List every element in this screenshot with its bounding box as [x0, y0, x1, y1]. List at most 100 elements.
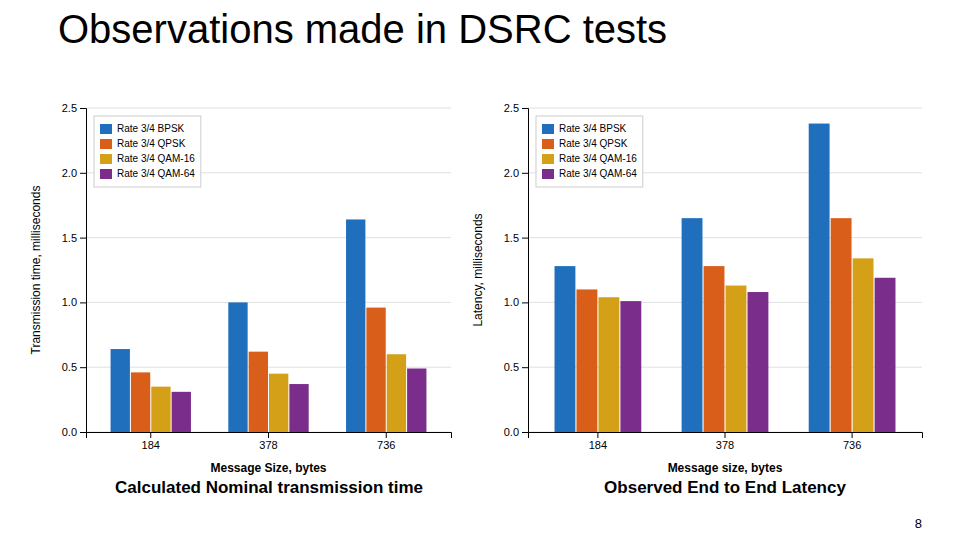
tick-mark — [80, 173, 86, 174]
bar — [346, 219, 365, 432]
bar — [875, 278, 896, 432]
bar — [131, 372, 150, 432]
tick-mark — [386, 432, 387, 438]
axis-line — [529, 433, 923, 439]
legend-label: Rate 3/4 QAM-16 — [117, 153, 195, 164]
tick-mark — [852, 432, 853, 438]
tick-label: 184 — [589, 439, 607, 451]
grid — [528, 108, 922, 432]
tick-label: 1.0 — [504, 296, 519, 308]
page-title: Observations made in DSRC tests — [58, 7, 667, 51]
tick-label: 1.0 — [62, 296, 77, 308]
grid-line — [86, 108, 451, 109]
tick-label: 2.0 — [62, 167, 77, 179]
tick-mark — [80, 238, 86, 239]
tick-mark — [725, 432, 726, 438]
tick-label: 736 — [843, 439, 861, 451]
legend-item: Rate 3/4 BPSK — [542, 123, 627, 134]
tick-mark — [522, 367, 528, 368]
legend-swatch — [100, 124, 112, 134]
legend-label: Rate 3/4 QPSK — [559, 138, 628, 149]
bar — [726, 286, 747, 432]
tick-label: 378 — [259, 439, 277, 451]
bars — [111, 219, 427, 432]
legend-item: Rate 3/4 QPSK — [100, 138, 186, 149]
legend-label: Rate 3/4 QAM-64 — [559, 168, 637, 179]
bar — [748, 292, 769, 432]
y-tick: 0.0 — [62, 426, 86, 438]
legend-item: Rate 3/4 QPSK — [542, 138, 628, 149]
bar — [249, 352, 268, 432]
bar — [555, 266, 576, 432]
chart-page: Observations made in DSRC tests80.00.51.… — [0, 0, 960, 540]
tick-mark — [80, 108, 86, 109]
bar — [853, 258, 874, 432]
legend-label: Rate 3/4 BPSK — [117, 123, 185, 134]
bar — [387, 354, 406, 432]
grid-line — [86, 237, 451, 238]
legend-item: Rate 3/4 QAM-64 — [100, 168, 195, 179]
y-axis: 0.0 0.5 1.0 1.5 2.0 2.5 — [62, 102, 87, 438]
bar — [831, 218, 852, 432]
tick-label: 736 — [377, 439, 395, 451]
bar — [366, 308, 385, 432]
legend-swatch — [542, 124, 554, 134]
tick-mark — [522, 173, 528, 174]
y-tick: 1.0 — [62, 296, 86, 308]
x-tick: 736 — [377, 432, 395, 451]
tick-mark — [522, 238, 528, 239]
legend-swatch — [100, 154, 112, 164]
tick-label: 0.5 — [62, 361, 77, 373]
axis-line — [80, 109, 87, 433]
y-tick: 1.0 — [504, 296, 528, 308]
y-tick: 0.5 — [62, 361, 86, 373]
tick-mark — [522, 302, 528, 303]
bars — [555, 124, 896, 432]
grid-line — [528, 237, 922, 238]
x-axis-label: Message Size, bytes — [210, 461, 326, 475]
chart-title: Observed End to End Latency — [604, 478, 846, 497]
tick-label: 2.0 — [504, 167, 519, 179]
x-tick: 736 — [843, 432, 861, 451]
bar — [576, 289, 597, 432]
tick-label: 2.5 — [62, 102, 77, 114]
y-tick: 2.0 — [62, 167, 86, 179]
bar — [151, 387, 170, 432]
legend-item: Rate 3/4 QAM-16 — [542, 153, 637, 164]
bar — [269, 374, 288, 432]
axis-line — [87, 433, 452, 439]
chart: 0.00.51.01.52.02.5184378736Latency, mill… — [471, 102, 923, 475]
legend-swatch — [100, 169, 112, 179]
bar — [228, 302, 247, 432]
tick-mark — [80, 367, 86, 368]
tick-mark — [268, 432, 269, 438]
tick-label: 378 — [716, 439, 734, 451]
tick-mark — [522, 108, 528, 109]
x-tick: 378 — [259, 432, 277, 451]
tick-label: 2.5 — [504, 102, 519, 114]
tick-mark — [150, 432, 151, 438]
tick-label: 0.0 — [62, 426, 77, 438]
legend-label: Rate 3/4 QPSK — [117, 138, 186, 149]
bar — [598, 297, 619, 432]
y-tick: 0.5 — [504, 361, 528, 373]
y-tick: 2.5 — [504, 102, 528, 114]
bar — [682, 218, 703, 432]
legend: Rate 3/4 BPSK Rate 3/4 QPSK Rate 3/4 QAM-1… — [536, 116, 643, 187]
tick-label: 1.5 — [62, 232, 77, 244]
legend-label: Rate 3/4 QAM-64 — [117, 168, 195, 179]
legend-swatch — [100, 139, 112, 149]
tick-label: 1.5 — [504, 232, 519, 244]
legend-swatch — [542, 154, 554, 164]
tick-mark — [80, 302, 86, 303]
grid-line — [528, 108, 922, 109]
tick-label: 0.5 — [504, 361, 519, 373]
legend-swatch — [542, 139, 554, 149]
y-axis-label: Transmission time, milliseconds — [29, 186, 43, 355]
y-tick: 2.5 — [62, 102, 86, 114]
legend-item: Rate 3/4 BPSK — [100, 123, 185, 134]
x-tick: 184 — [589, 432, 607, 451]
legend: Rate 3/4 BPSK Rate 3/4 QPSK Rate 3/4 QAM-1… — [94, 116, 201, 187]
bar — [704, 266, 725, 432]
tick-mark — [80, 432, 86, 433]
